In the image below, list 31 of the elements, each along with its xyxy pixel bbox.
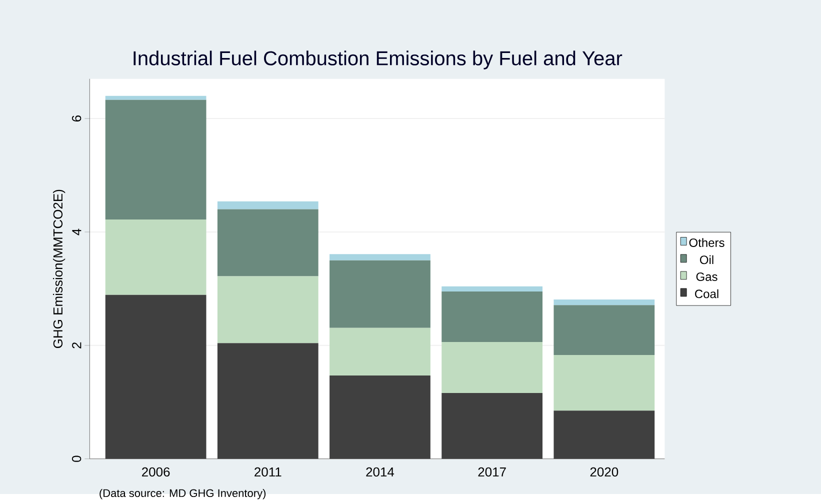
bar <box>105 220 206 296</box>
y-axis-title: GHG Emission(MMTCO2E) <box>52 190 66 348</box>
bar <box>105 96 206 100</box>
bar <box>330 328 430 376</box>
bar <box>442 342 543 394</box>
x-tick-label: 2006 <box>142 468 170 477</box>
bar <box>554 305 655 356</box>
bar <box>217 210 318 276</box>
x-tick-label: 2011 <box>254 468 282 477</box>
chart-title: Industrial Fuel Combustion Emissions by Fuel and Year <box>134 50 622 70</box>
bar <box>105 100 206 220</box>
y-tick-label: 6 <box>72 116 82 122</box>
bar <box>554 300 655 306</box>
x-tick-label: 2020 <box>590 468 618 477</box>
legend-label: Coal <box>695 290 718 298</box>
bar <box>330 260 430 328</box>
bar <box>442 292 543 342</box>
bar <box>217 202 318 210</box>
x-tick-label: 2017 <box>478 468 506 477</box>
legend-label: Others <box>689 238 724 248</box>
text: (Data source: MD GHG Inventory) <box>100 489 266 500</box>
bar <box>330 254 430 261</box>
bar <box>554 355 655 411</box>
y-tick-label: 4 <box>72 228 82 236</box>
y-tick-label: 0 <box>72 456 82 462</box>
bar <box>217 276 318 344</box>
y-tick-label: 2 <box>72 342 82 349</box>
x-tick-label: 2014 <box>366 468 394 477</box>
bar <box>442 286 543 292</box>
legend-label: Oil <box>700 256 714 264</box>
legend-label: Gas <box>696 272 718 282</box>
